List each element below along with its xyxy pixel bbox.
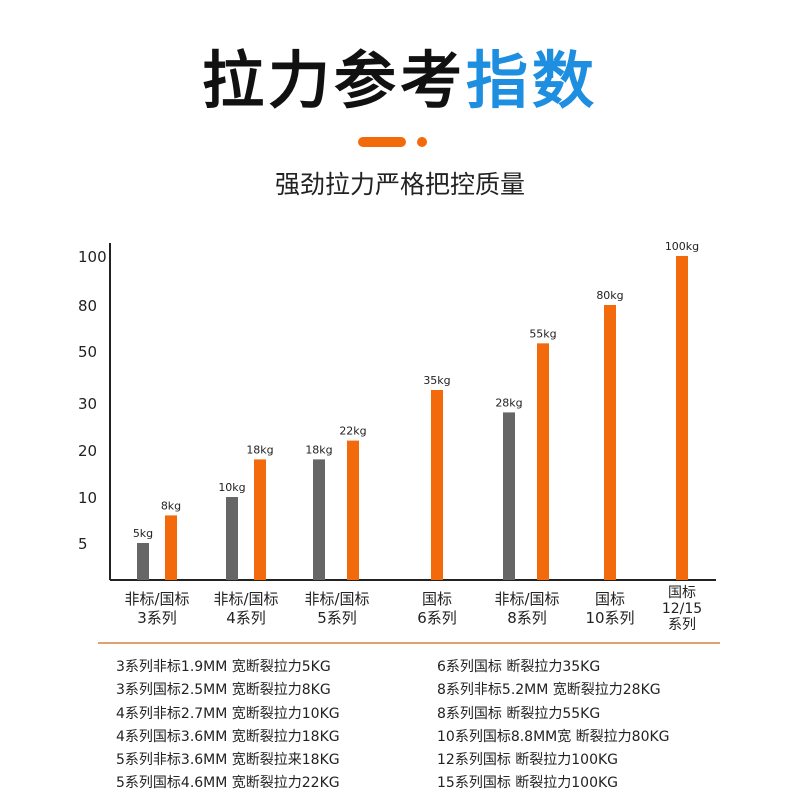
x-category-label: 3系列 xyxy=(137,609,177,627)
note-item: 6系列国标 断裂拉力35KG xyxy=(437,659,601,675)
note-item: 3系列国标2.5MM 宽断裂拉力8KG xyxy=(116,682,331,699)
page-title: 拉力参考指数 xyxy=(0,30,800,120)
bar-value-label: 22kg xyxy=(339,425,366,438)
bar xyxy=(165,515,177,580)
note-item: 12系列国标 断裂拉力100KG xyxy=(437,752,619,769)
y-tick-label: 5 xyxy=(78,535,88,553)
notes-right: 6系列国标 断裂拉力35KG 8系列非标5.2MM 宽断裂拉力28KG 8系列国… xyxy=(437,656,670,796)
x-category-label: 系列 xyxy=(668,617,696,633)
bar xyxy=(254,459,266,580)
x-category-label: 国标 xyxy=(595,590,625,608)
note-item: 4系列非标2.7MM 宽断裂拉力10KG xyxy=(116,705,340,722)
x-category-label: 12/15 xyxy=(662,601,702,617)
x-category-label: 8系列 xyxy=(507,609,547,627)
bar xyxy=(313,459,325,580)
bar-value-label: 8kg xyxy=(161,499,181,512)
x-category-label: 非标/国标 xyxy=(494,590,559,608)
bar-value-label: 35kg xyxy=(423,374,450,387)
x-category-label: 6系列 xyxy=(417,609,457,627)
bar-value-label: 55kg xyxy=(529,327,556,340)
bar xyxy=(431,390,443,580)
bar xyxy=(604,305,616,580)
note-item: 8系列国标 断裂拉力55KG xyxy=(437,705,601,722)
note-item: 10系列国标8.8MM宽 断裂拉力80KG xyxy=(437,728,670,745)
x-category-label: 国标 xyxy=(668,585,696,601)
bar-value-label: 100kg xyxy=(665,240,699,253)
title-highlight: 指数 xyxy=(466,44,599,117)
y-tick-label: 80 xyxy=(78,297,97,315)
x-category-label: 国标 xyxy=(422,590,452,608)
note-item: 5系列国标4.6MM 宽断裂拉力22KG xyxy=(116,775,340,792)
bar xyxy=(226,497,238,580)
bar xyxy=(676,256,688,580)
bar-value-label: 18kg xyxy=(246,443,273,456)
bar xyxy=(137,543,149,580)
y-tick-label: 100 xyxy=(78,248,107,266)
bar-value-label: 80kg xyxy=(596,289,623,302)
bar-value-label: 5kg xyxy=(133,527,153,540)
notes-left: 3系列非标1.9MM 宽断裂拉力5KG 3系列国标2.5MM 宽断裂拉力8KG … xyxy=(116,656,340,796)
bar-chart: 5 10 20 30 50 80 100 5kg 10kg 18kg 28kg 8kg 18kg 22kg… xyxy=(78,240,716,633)
decorative-dot xyxy=(417,137,427,147)
x-category-label: 10系列 xyxy=(585,609,634,627)
y-tick-label: 10 xyxy=(78,489,97,507)
note-item: 3系列非标1.9MM 宽断裂拉力5KG xyxy=(116,659,331,675)
x-category-label: 非标/国标 xyxy=(213,590,278,608)
decorative-pill xyxy=(358,137,406,147)
bar-value-label: 18kg xyxy=(305,443,332,456)
bar xyxy=(537,343,549,580)
note-item: 4系列国标3.6MM 宽断裂拉力18KG xyxy=(116,728,340,745)
x-category-label: 非标/国标 xyxy=(304,590,369,608)
subtitle: 强劲拉力严格把控质量 xyxy=(274,170,525,199)
bar-value-label: 28kg xyxy=(495,396,522,409)
title-main: 拉力参考 xyxy=(201,44,466,117)
x-category-label: 5系列 xyxy=(317,609,357,627)
y-tick-label: 50 xyxy=(78,343,97,361)
y-tick-label: 30 xyxy=(78,395,97,413)
bar-value-label: 10kg xyxy=(218,481,245,494)
note-item: 8系列非标5.2MM 宽断裂拉力28KG xyxy=(437,682,661,699)
separator-line xyxy=(98,642,720,644)
bar xyxy=(347,440,359,580)
x-category-label: 4系列 xyxy=(226,609,266,627)
note-item: 5系列非标3.6MM 宽断裂拉来18KG xyxy=(116,752,340,769)
note-item: 15系列国标 断裂拉力100KG xyxy=(437,775,619,792)
y-tick-label: 20 xyxy=(78,442,97,460)
bar xyxy=(503,412,515,580)
x-category-label: 非标/国标 xyxy=(124,590,189,608)
